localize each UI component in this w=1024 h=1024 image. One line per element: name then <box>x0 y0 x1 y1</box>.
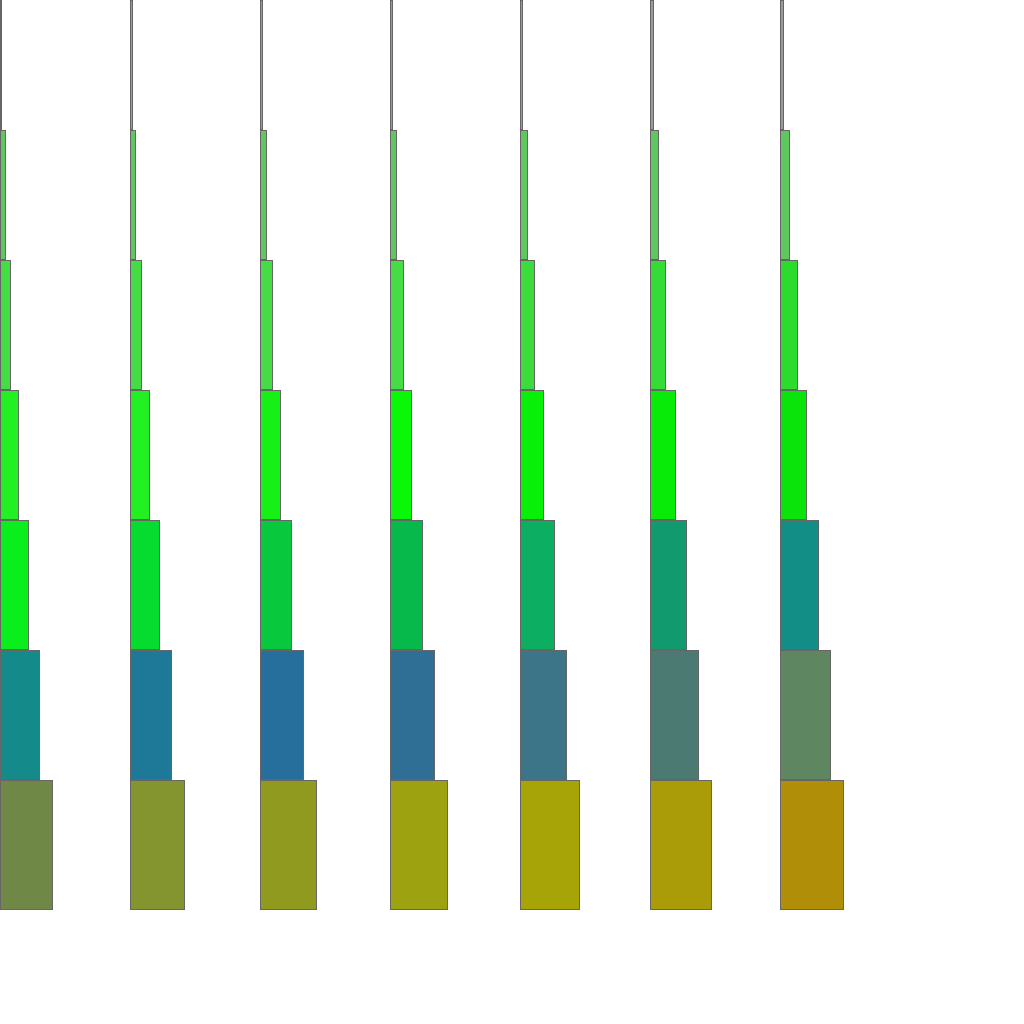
bar-segment <box>390 390 412 520</box>
bar-segment <box>260 520 292 650</box>
bar-segment <box>650 390 676 520</box>
bar-column-6 <box>650 0 720 910</box>
bar-segment <box>650 650 699 780</box>
bar-segment <box>520 780 580 910</box>
bar-segment <box>650 780 712 910</box>
bar-segment <box>390 650 435 780</box>
bar-segment <box>130 0 133 130</box>
bar-column-1 <box>0 0 70 910</box>
bar-segment <box>130 780 185 910</box>
bar-segment <box>650 260 666 390</box>
bar-segment <box>130 130 136 260</box>
bar-segment <box>260 130 267 260</box>
bar-segment <box>260 260 273 390</box>
bar-segment <box>520 0 523 130</box>
bar-segment <box>390 130 397 260</box>
bar-column-4 <box>390 0 460 910</box>
bar-segment <box>520 650 567 780</box>
bar-segment <box>780 520 819 650</box>
bar-segment <box>390 0 393 130</box>
bar-column-7 <box>780 0 850 910</box>
bar-segment <box>780 0 784 130</box>
bar-segment <box>0 0 2 130</box>
bar-segment <box>0 260 11 390</box>
bar-segment <box>0 780 53 910</box>
bar-segment <box>650 520 687 650</box>
bar-column-2 <box>130 0 200 910</box>
bar-segment <box>260 780 317 910</box>
bar-segment <box>130 390 150 520</box>
bar-segment <box>0 520 29 650</box>
bar-segment <box>130 520 160 650</box>
bar-segment <box>130 650 172 780</box>
bar-segment <box>780 130 790 260</box>
bar-segment <box>780 260 798 390</box>
bar-segment <box>520 390 544 520</box>
bar-segment <box>650 130 659 260</box>
bar-column-5 <box>520 0 590 910</box>
bar-column-3 <box>260 0 330 910</box>
bar-segment <box>260 0 263 130</box>
bar-segment <box>390 260 404 390</box>
bar-segment <box>130 260 142 390</box>
bar-segment <box>0 650 40 780</box>
bar-segment <box>780 650 831 780</box>
bar-segment <box>0 390 19 520</box>
bar-segment <box>520 520 555 650</box>
bar-segment <box>780 390 807 520</box>
bar-segment <box>780 780 844 910</box>
bar-segment <box>650 0 654 130</box>
bar-segment <box>260 390 281 520</box>
bar-segment <box>390 520 423 650</box>
bar-segment <box>520 260 535 390</box>
bar-segment <box>520 130 528 260</box>
bar-segment <box>260 650 304 780</box>
bar-segment <box>390 780 448 910</box>
bar-segment <box>0 130 6 260</box>
